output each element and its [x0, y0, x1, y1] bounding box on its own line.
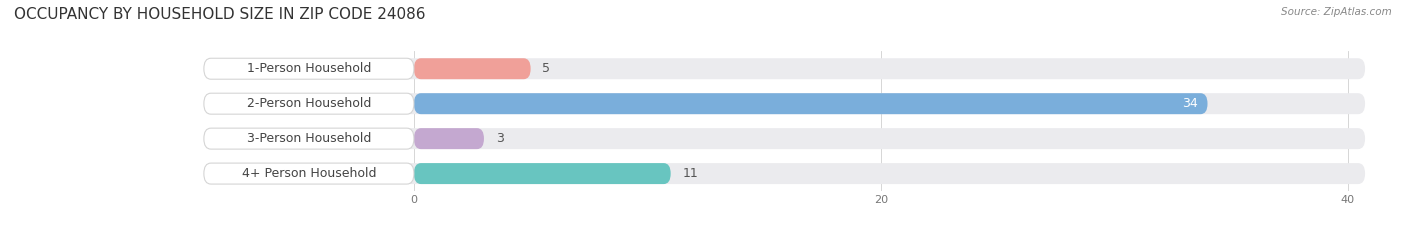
- Text: 4+ Person Household: 4+ Person Household: [242, 167, 377, 180]
- FancyBboxPatch shape: [413, 58, 530, 79]
- Text: 5: 5: [543, 62, 550, 75]
- Text: 2-Person Household: 2-Person Household: [246, 97, 371, 110]
- Text: 11: 11: [682, 167, 699, 180]
- FancyBboxPatch shape: [204, 163, 413, 184]
- FancyBboxPatch shape: [413, 163, 671, 184]
- FancyBboxPatch shape: [404, 163, 1365, 184]
- Text: 1-Person Household: 1-Person Household: [246, 62, 371, 75]
- FancyBboxPatch shape: [204, 93, 413, 114]
- FancyBboxPatch shape: [404, 128, 1365, 149]
- Text: OCCUPANCY BY HOUSEHOLD SIZE IN ZIP CODE 24086: OCCUPANCY BY HOUSEHOLD SIZE IN ZIP CODE …: [14, 7, 426, 22]
- Text: 34: 34: [1182, 97, 1198, 110]
- Text: Source: ZipAtlas.com: Source: ZipAtlas.com: [1281, 7, 1392, 17]
- FancyBboxPatch shape: [413, 128, 484, 149]
- FancyBboxPatch shape: [204, 58, 413, 79]
- Text: 3-Person Household: 3-Person Household: [246, 132, 371, 145]
- FancyBboxPatch shape: [413, 93, 1208, 114]
- FancyBboxPatch shape: [404, 93, 1365, 114]
- Text: 3: 3: [496, 132, 503, 145]
- FancyBboxPatch shape: [204, 128, 413, 149]
- FancyBboxPatch shape: [404, 58, 1365, 79]
